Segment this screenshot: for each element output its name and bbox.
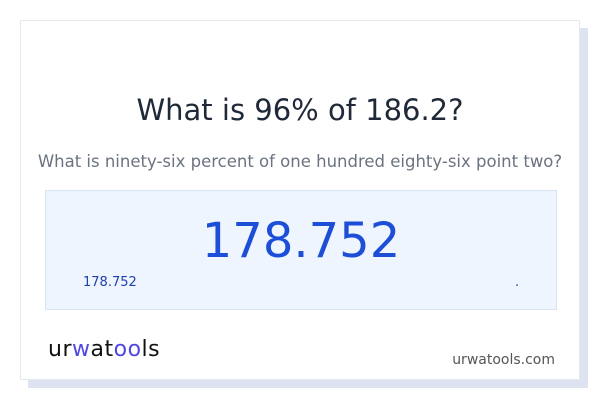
logo-part: at bbox=[90, 337, 114, 362]
result-small-value: 178.752 bbox=[83, 275, 137, 290]
page-title: What is 96% of 186.2? bbox=[136, 93, 464, 127]
result-value: 178.752 bbox=[201, 213, 401, 269]
card: What is 96% of 186.2? What is ninety-six… bbox=[20, 20, 580, 380]
result-box: 178.752 178.752 . bbox=[45, 190, 557, 310]
logo-part: ur bbox=[48, 337, 72, 362]
site-url: urwatools.com bbox=[452, 352, 555, 368]
logo-part: ls bbox=[141, 337, 161, 362]
result-trailing: . bbox=[515, 275, 520, 290]
logo: urwatools bbox=[48, 337, 160, 362]
logo-part: w bbox=[72, 337, 91, 362]
page-subtitle: What is ninety-six percent of one hundre… bbox=[37, 152, 563, 171]
logo-part: oo bbox=[113, 337, 142, 362]
